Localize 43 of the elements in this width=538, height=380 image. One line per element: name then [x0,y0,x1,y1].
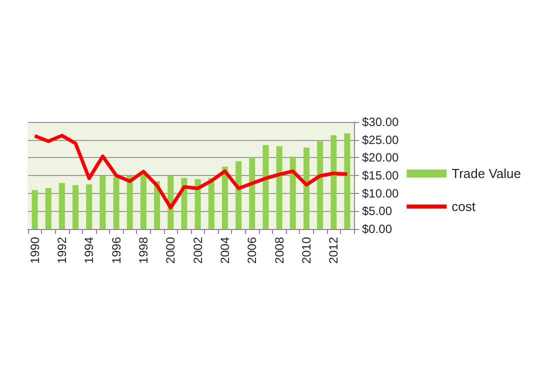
x-tick-label: 1992 [54,236,69,264]
y-tick-label: $5.00 [362,204,392,218]
legend-label: cost [452,199,476,214]
bar [276,146,282,229]
x-tick-label: 2004 [218,236,232,264]
bar [126,176,133,229]
x-tick-label: 2000 [164,236,178,264]
bar [262,145,269,229]
y-tick-label: $0.00 [362,222,392,236]
x-tick-label: 2006 [245,236,260,264]
y-tick-label: $10.00 [362,186,400,200]
y-tick-label: $20.00 [362,150,400,165]
bar [45,188,52,229]
bar [58,182,65,229]
bar [113,176,120,229]
bar [290,156,296,229]
bar [236,161,242,229]
bar [72,185,79,229]
x-tick-label: 1996 [109,236,124,264]
bar [344,133,350,229]
legend-label: Trade Value [452,166,521,181]
bar [303,148,310,229]
x-tick-label: 2010 [299,236,314,264]
y-tick-label: $25.00 [362,132,400,147]
bar [208,178,214,229]
bar [86,184,92,229]
bar [222,166,228,229]
y-tick-label: $30.00 [362,115,400,129]
bar [194,179,201,229]
bar [140,174,146,229]
bar [249,157,256,229]
line-series [33,134,349,210]
x-tick-label: 2008 [272,236,286,264]
bar [100,176,106,229]
x-tick-label: 2002 [190,236,205,264]
bar [32,190,38,229]
bar [317,141,324,229]
bar [330,135,337,229]
x-tick-label: 1990 [28,236,42,264]
x-tick-label: 2012 [326,236,341,264]
x-tick-label: 1994 [82,236,96,264]
x-tick-label: 1998 [136,236,150,264]
y-tick-label: $15.00 [362,168,400,182]
